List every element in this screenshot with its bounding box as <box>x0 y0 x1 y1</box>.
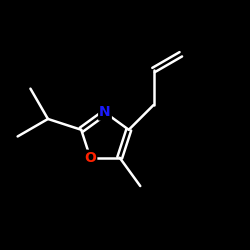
Text: N: N <box>99 106 111 120</box>
Text: O: O <box>84 151 96 165</box>
